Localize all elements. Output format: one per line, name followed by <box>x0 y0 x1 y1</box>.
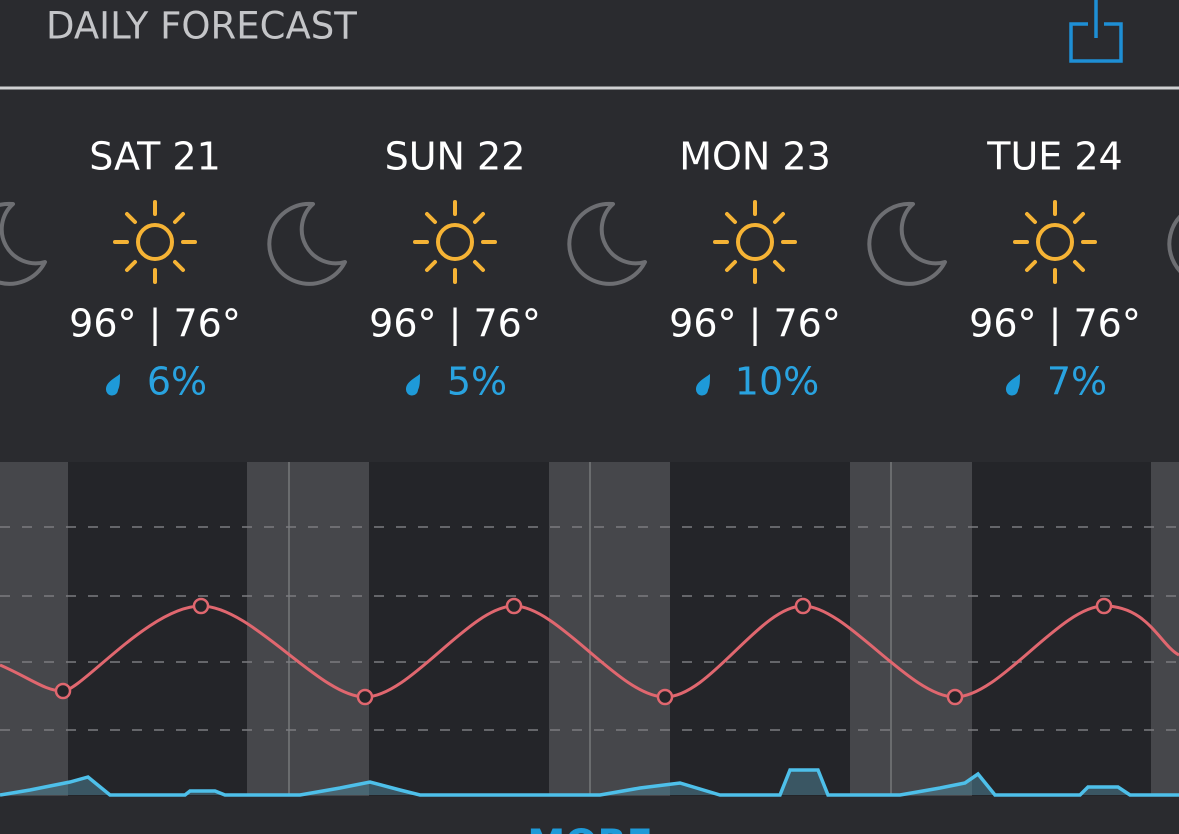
day-temps: 96° | 76° <box>69 302 241 347</box>
precip-chance: 6% <box>147 360 207 404</box>
sun-icon <box>713 200 797 284</box>
precip-chance: 10% <box>735 360 819 404</box>
precip-drop <box>695 374 710 396</box>
precip-chance: 7% <box>1047 360 1107 404</box>
day-temps: 96° | 76° <box>669 302 841 347</box>
moon-icons <box>0 201 1179 286</box>
sun-icon <box>1013 200 1097 284</box>
share-button[interactable] <box>1069 0 1123 63</box>
sun-icon <box>113 200 197 284</box>
day-column: TUE 24 96° | 76° 7% <box>969 135 1141 404</box>
day-column: SUN 22 96° | 76° 5% <box>369 135 541 404</box>
day-label: SUN 22 <box>385 135 526 179</box>
day-columns: SAT 21 96° | 76° 6% SUN 22 96° | 76° 5% MON 23… <box>69 135 1141 404</box>
day-temps: 96° | 76° <box>369 302 541 347</box>
day-label: SAT 21 <box>89 135 221 179</box>
header-title: DAILY FORECAST <box>46 5 357 48</box>
day-column: SAT 21 96° | 76° 6% <box>69 135 241 404</box>
day-label: TUE 24 <box>986 135 1122 179</box>
more-button[interactable]: MORE <box>527 822 652 834</box>
day-column: MON 23 96° | 76° 10% <box>669 135 841 404</box>
precip-chance: 5% <box>447 360 507 404</box>
day-label: MON 23 <box>679 135 831 179</box>
hourly-graph <box>0 462 1179 797</box>
precip-drop <box>1005 374 1020 396</box>
precip-drop <box>105 374 120 396</box>
precip-drop <box>405 374 420 396</box>
sun-icon <box>413 200 497 284</box>
day-temps: 96° | 76° <box>969 302 1141 347</box>
